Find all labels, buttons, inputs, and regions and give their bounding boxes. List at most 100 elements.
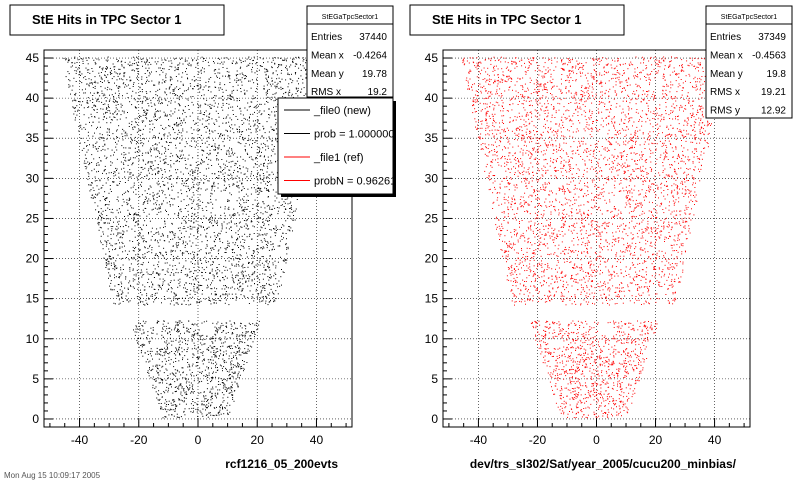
- data-point: [275, 225, 277, 227]
- data-point: [181, 222, 183, 224]
- data-point: [142, 209, 144, 211]
- data-point: [275, 274, 277, 275]
- data-point: [257, 205, 259, 207]
- data-point: [200, 392, 202, 394]
- data-point: [217, 393, 219, 395]
- data-point: [255, 191, 257, 193]
- data-point: [215, 355, 217, 357]
- data-point: [230, 216, 232, 218]
- data-point: [144, 352, 146, 354]
- data-point: [237, 363, 239, 364]
- data-point: [185, 141, 187, 143]
- data-point: [217, 298, 219, 299]
- data-point: [108, 107, 110, 108]
- data-point: [108, 131, 110, 133]
- data-point: [195, 167, 197, 169]
- data-point: [160, 70, 162, 71]
- data-point: [231, 124, 233, 126]
- data-point: [191, 215, 193, 217]
- data-point: [228, 206, 230, 208]
- data-point: [173, 401, 175, 403]
- data-point: [200, 225, 202, 227]
- data-point: [153, 135, 155, 137]
- data-point: [120, 78, 122, 80]
- data-point: [158, 81, 160, 83]
- data-point: [168, 132, 170, 134]
- data-point: [245, 280, 247, 282]
- data-point: [234, 244, 236, 246]
- data-point: [163, 257, 165, 259]
- data-point: [151, 173, 153, 175]
- data-point: [157, 192, 159, 194]
- data-point: [169, 114, 171, 116]
- data-point: [104, 198, 105, 200]
- data-point: [198, 266, 200, 268]
- data-point: [154, 61, 156, 63]
- data-point: [268, 108, 270, 110]
- data-point: [200, 179, 202, 181]
- data-point: [237, 105, 238, 107]
- data-point: [108, 172, 110, 174]
- data-point: [199, 77, 201, 79]
- data-point: [171, 78, 173, 80]
- data-point: [222, 277, 224, 279]
- data-point: [114, 269, 116, 271]
- data-point: [207, 375, 208, 377]
- data-point: [191, 385, 193, 387]
- data-point: [258, 221, 260, 223]
- data-point: [181, 347, 183, 349]
- data-point: [159, 353, 161, 355]
- data-point: [122, 251, 124, 253]
- data-point: [251, 71, 253, 73]
- data-point: [191, 101, 193, 103]
- data-point: [149, 167, 151, 169]
- data-point: [127, 164, 129, 166]
- data-point: [115, 216, 117, 218]
- data-point: [168, 101, 170, 103]
- data-point: [211, 219, 213, 221]
- data-point: [186, 131, 188, 133]
- data-point: [272, 72, 274, 74]
- data-point: [106, 89, 108, 91]
- data-point: [80, 74, 81, 76]
- data-point: [305, 77, 307, 79]
- data-point: [239, 221, 241, 223]
- data-point: [229, 388, 231, 390]
- data-point: [221, 61, 223, 63]
- data-point: [267, 216, 269, 218]
- data-point: [262, 58, 264, 60]
- data-point: [127, 215, 129, 217]
- data-point: [213, 122, 215, 124]
- data-point: [233, 351, 235, 353]
- data-point: [246, 109, 248, 111]
- data-point: [229, 97, 231, 99]
- data-point: [85, 78, 87, 80]
- data-point: [168, 284, 170, 286]
- data-point: [223, 400, 225, 402]
- data-point: [274, 85, 276, 87]
- data-point: [214, 143, 216, 145]
- data-point: [236, 382, 238, 384]
- data-point: [129, 240, 131, 242]
- data-point: [227, 402, 229, 404]
- data-point: [151, 57, 153, 59]
- data-point: [275, 278, 277, 280]
- data-point: [133, 274, 135, 276]
- data-point: [94, 87, 96, 89]
- data-point: [183, 252, 185, 254]
- data-point: [230, 98, 231, 100]
- data-point: [138, 325, 140, 327]
- data-point: [236, 225, 238, 227]
- data-point: [243, 242, 245, 243]
- data-point: [113, 116, 115, 118]
- data-point: [249, 59, 251, 60]
- data-point: [219, 58, 221, 60]
- data-point: [208, 116, 210, 118]
- data-point: [269, 220, 270, 222]
- data-point: [175, 272, 177, 274]
- data-point: [251, 146, 253, 148]
- data-point: [188, 87, 189, 89]
- data-point: [112, 268, 114, 270]
- data-point: [212, 225, 214, 226]
- data-point: [207, 383, 209, 384]
